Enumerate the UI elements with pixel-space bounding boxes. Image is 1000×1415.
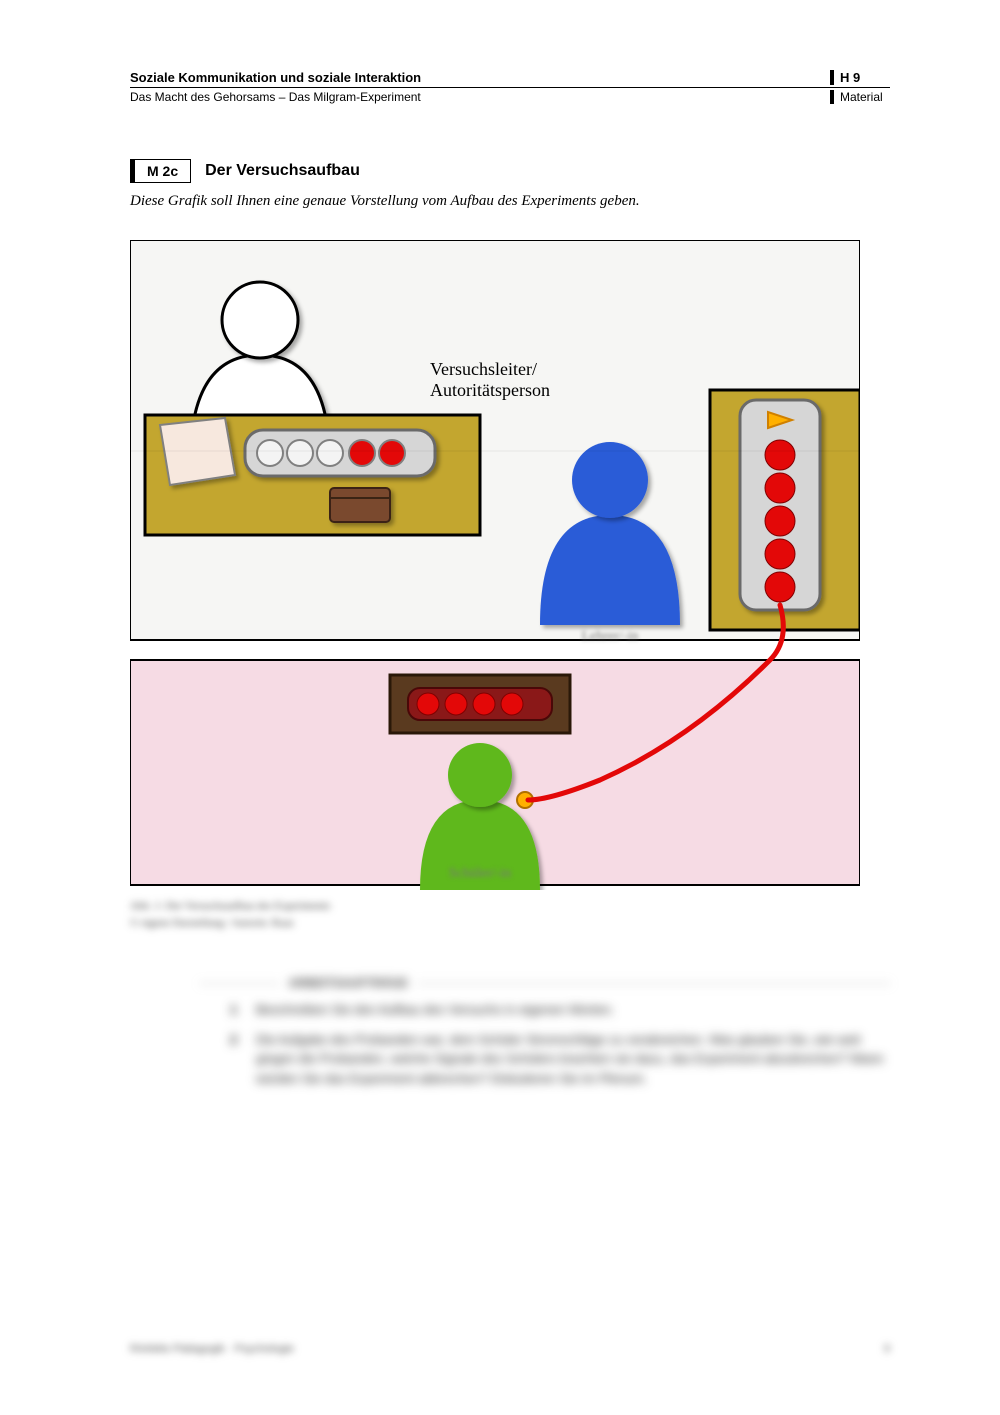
task-text: Beschreiben Sie den Aufbau des Versuchs …	[256, 1000, 614, 1020]
tasks-heading: ARBEITSAUFTRÄGE	[289, 976, 408, 990]
footer-right: 9	[884, 1343, 890, 1355]
header-label: Material	[830, 90, 890, 104]
svg-text:Schüler/-in: Schüler/-in	[449, 866, 511, 881]
section-title: Der Versuchsaufbau	[205, 162, 360, 180]
tasks-heading-row: ARBEITSAUFTRÄGE	[200, 976, 890, 990]
page-footer: RAAbits Pädagogik · Psychologie 9	[130, 1343, 890, 1355]
figure-caption: Abb. 1: Der Versuchsaufbau des Experimen…	[130, 898, 890, 931]
dashed-line-right	[418, 983, 890, 984]
dashed-line-left	[200, 983, 279, 984]
tasks-section: ARBEITSAUFTRÄGE 1 Beschreiben Sie den Auf…	[130, 976, 890, 1088]
diagram-container: Versuchsleiter/Autoritätsperson Lehrer/-i…	[130, 240, 860, 890]
task-item: 2Die Aufgabe des Probanden war, dem Schü…	[230, 1030, 890, 1089]
header-top-row: Soziale Kommunikation und soziale Intera…	[130, 70, 890, 88]
header-topic: Soziale Kommunikation und soziale Intera…	[130, 70, 421, 87]
svg-text:Lehrer/-in: Lehrer/-in	[582, 629, 639, 644]
task-text: Die Aufgabe des Probanden war, dem Schül…	[256, 1030, 890, 1089]
header-bottom-row: Das Macht des Gehorsams – Das Milgram-Ex…	[130, 90, 890, 104]
section-code: M 2c	[130, 159, 191, 183]
task-number: 2	[230, 1030, 244, 1089]
task-number: 1	[230, 1000, 244, 1020]
section-title-row: M 2c Der Versuchsaufbau	[130, 159, 890, 183]
header-subtitle: Das Macht des Gehorsams – Das Milgram-Ex…	[130, 90, 421, 104]
svg-text:Autoritätsperson: Autoritätsperson	[430, 380, 550, 400]
header-code: H 9	[830, 70, 890, 85]
section-subtitle: Diese Grafik soll Ihnen eine genaue Vors…	[130, 193, 890, 210]
experiment-diagram: Versuchsleiter/Autoritätsperson Lehrer/-i…	[130, 240, 860, 890]
caption-line1: Abb. 1: Der Versuchsaufbau des Experimen…	[130, 898, 890, 915]
task-item: 1 Beschreiben Sie den Aufbau des Versuchs…	[230, 1000, 890, 1020]
svg-text:Versuchsleiter/: Versuchsleiter/	[430, 359, 537, 379]
caption-line2: © eigene Darstellung / Autorin: Raaz	[130, 915, 890, 932]
footer-left: RAAbits Pädagogik · Psychologie	[130, 1343, 294, 1355]
